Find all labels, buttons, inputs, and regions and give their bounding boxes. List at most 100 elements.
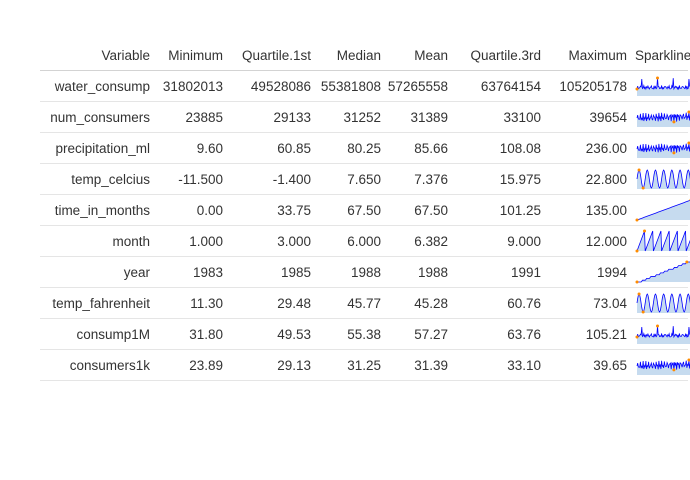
sparkline-cell <box>630 101 690 133</box>
value-cell: 236.00 <box>544 132 630 164</box>
table-row: consump1M 31.80 49.53 55.38 57.27 63.76 105.21 <box>40 318 690 350</box>
column-header: Mean <box>384 40 451 71</box>
variable-cell: year <box>40 256 153 288</box>
value-cell: 1988 <box>384 256 451 288</box>
value-cell: 1983 <box>153 256 226 288</box>
value-cell: 73.04 <box>544 287 630 319</box>
value-cell: 1991 <box>451 256 544 288</box>
sparkline-min-marker <box>672 151 676 155</box>
value-cell: 45.28 <box>384 287 451 319</box>
sparkline-min-marker <box>672 120 676 124</box>
sparkline <box>636 110 690 127</box>
variable-cell: temp_fahrenheit <box>40 287 153 319</box>
sparkline-min-marker <box>641 310 645 314</box>
sparkline <box>636 358 690 375</box>
column-header: Median <box>314 40 384 71</box>
value-cell: 31.25 <box>314 349 384 381</box>
sparkline-cell <box>630 256 690 288</box>
value-cell: -11.500 <box>153 163 226 195</box>
sparkline <box>635 198 690 222</box>
value-cell: 101.25 <box>451 194 544 226</box>
value-cell: 67.50 <box>314 194 384 226</box>
variable-cell: precipitation_ml <box>40 132 153 164</box>
sparkline-min-marker <box>641 186 645 190</box>
variable-cell: consump1M <box>40 318 153 350</box>
sparkline-cell <box>630 70 690 102</box>
sparkline-min-marker <box>635 249 639 253</box>
sparkline-cell <box>630 349 690 381</box>
value-cell: 33.75 <box>226 194 314 226</box>
value-cell: 39654 <box>544 101 630 133</box>
column-header: Maximum <box>544 40 630 71</box>
value-cell: 60.76 <box>451 287 544 319</box>
value-cell: 49528086 <box>226 70 314 102</box>
value-cell: -1.400 <box>226 163 314 195</box>
value-cell: 31389 <box>384 101 451 133</box>
sparkline-max-marker <box>687 358 690 362</box>
value-cell: 0.00 <box>153 194 226 226</box>
sparkline-line <box>637 261 690 283</box>
sparkline-max-marker <box>687 110 690 114</box>
sparkline-cell <box>630 194 690 226</box>
value-cell: 31.80 <box>153 318 226 350</box>
table-row: temp_fahrenheit 11.30 29.48 45.77 45.28 60.76… <box>40 287 690 319</box>
value-cell: 1985 <box>226 256 314 288</box>
sparkline-line <box>636 169 690 189</box>
sparkline-max-marker <box>656 76 660 80</box>
sparkline-line <box>636 111 690 122</box>
value-cell: 7.650 <box>314 163 384 195</box>
sparkline-min-marker <box>635 218 639 222</box>
table-row: year 1983 1985 1988 1988 1991 1994 <box>40 256 690 288</box>
sparkline-area <box>637 294 690 313</box>
value-cell: 57265558 <box>384 70 451 102</box>
sparkline-min-marker <box>635 280 639 284</box>
value-cell: 12.000 <box>544 225 630 257</box>
value-cell: 33.10 <box>451 349 544 381</box>
value-cell: 57.27 <box>384 318 451 350</box>
value-cell: 6.382 <box>384 225 451 257</box>
sparkline-max-marker <box>687 141 690 145</box>
sparkline-max-marker <box>643 229 647 233</box>
value-cell: 31802013 <box>153 70 226 102</box>
header-row: Variable Minimum Quartile.1st Median Mean Qua… <box>40 40 690 71</box>
sparkline <box>635 324 690 344</box>
sparkline <box>635 229 690 253</box>
value-cell: 105.21 <box>544 318 630 350</box>
value-cell: 31.39 <box>384 349 451 381</box>
sparkline-max-marker <box>637 168 641 172</box>
value-cell: 63.76 <box>451 318 544 350</box>
value-cell: 1994 <box>544 256 630 288</box>
sparkline-line <box>636 293 690 313</box>
value-cell: 80.25 <box>314 132 384 164</box>
value-cell: 29.13 <box>226 349 314 381</box>
sparkline-area <box>637 170 690 189</box>
sparkline <box>636 141 690 158</box>
column-header: Sparkline <box>630 40 690 71</box>
column-header: Minimum <box>153 40 226 71</box>
value-cell: 60.85 <box>226 132 314 164</box>
sparkline-area <box>637 77 690 96</box>
value-cell: 67.50 <box>384 194 451 226</box>
sparkline-cell <box>630 287 690 319</box>
sparkline <box>636 168 690 190</box>
variable-cell: water_consump <box>40 70 153 102</box>
summary-table: Variable Minimum Quartile.1st Median Mean Qua… <box>40 40 690 381</box>
value-cell: 3.000 <box>226 225 314 257</box>
value-cell: 45.77 <box>314 287 384 319</box>
variable-cell: time_in_months <box>40 194 153 226</box>
value-cell: 39.65 <box>544 349 630 381</box>
value-cell: 105205178 <box>544 70 630 102</box>
sparkline-line <box>636 230 690 252</box>
table-row: temp_celcius -11.500 -1.400 7.650 7.376 15.97… <box>40 163 690 195</box>
column-header: Quartile.1st <box>226 40 314 71</box>
sparkline-cell <box>630 225 690 257</box>
sparkline-area <box>637 231 690 251</box>
sparkline-min-marker <box>635 87 639 91</box>
value-cell: 11.30 <box>153 287 226 319</box>
value-cell: 23885 <box>153 101 226 133</box>
variable-cell: consumers1k <box>40 349 153 381</box>
value-cell: 22.800 <box>544 163 630 195</box>
variable-cell: month <box>40 225 153 257</box>
sparkline-min-marker <box>635 335 639 339</box>
table-row: precipitation_ml 9.60 60.85 80.25 85.66 108.0… <box>40 132 690 164</box>
